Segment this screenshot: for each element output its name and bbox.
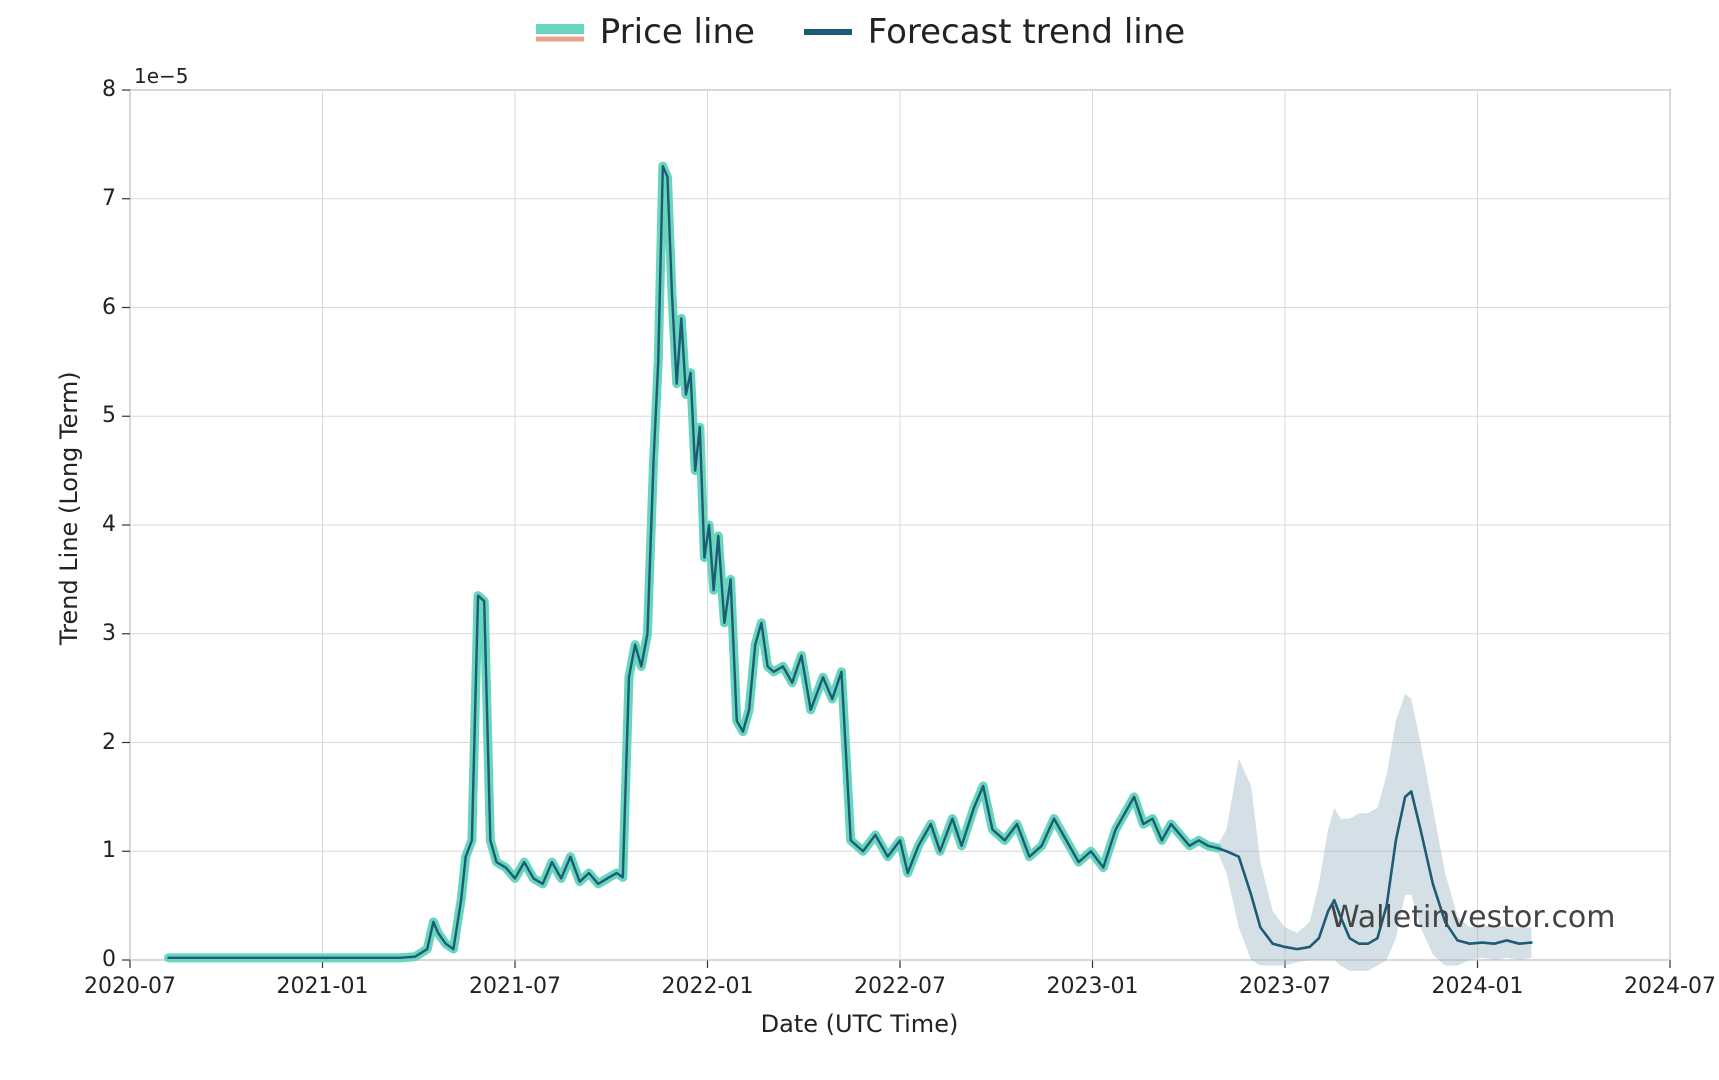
y-tick-label: 8 — [102, 77, 116, 102]
x-tick-label: 2024-01 — [1423, 974, 1533, 999]
x-tick-label: 2023-01 — [1038, 974, 1148, 999]
legend-item-price: Price line — [534, 12, 755, 52]
y-tick-label: 6 — [102, 295, 116, 320]
legend-label-price: Price line — [600, 12, 755, 52]
watermark-label: Walletinvestor.com — [1330, 900, 1616, 935]
y-tick-label: 7 — [102, 186, 116, 211]
x-tick-label: 2021-07 — [460, 974, 570, 999]
y-tick-label: 5 — [102, 403, 116, 428]
y-tick-label: 1 — [102, 838, 116, 863]
legend: Price line Forecast trend line — [0, 12, 1719, 56]
x-axis-label: Date (UTC Time) — [0, 1010, 1719, 1038]
x-tick-label: 2022-07 — [845, 974, 955, 999]
y-tick-label: 2 — [102, 730, 116, 755]
y-axis-exponent: 1e−5 — [134, 64, 189, 88]
price-line-swatch — [534, 17, 586, 47]
x-tick-label: 2023-07 — [1230, 974, 1340, 999]
legend-label-forecast: Forecast trend line — [868, 12, 1185, 52]
forecast-line-swatch — [802, 17, 854, 47]
legend-item-forecast: Forecast trend line — [802, 12, 1185, 52]
chart-container: Price line Forecast trend line 1e−5 Tren… — [0, 0, 1719, 1080]
x-tick-label: 2022-01 — [653, 974, 763, 999]
y-tick-label: 0 — [102, 947, 116, 972]
y-tick-label: 4 — [102, 512, 116, 537]
x-tick-label: 2024-07 — [1615, 974, 1719, 999]
y-axis-label: Trend Line (Long Term) — [55, 371, 83, 645]
x-tick-label: 2020-07 — [75, 974, 185, 999]
y-tick-label: 3 — [102, 621, 116, 646]
x-tick-label: 2021-01 — [268, 974, 378, 999]
